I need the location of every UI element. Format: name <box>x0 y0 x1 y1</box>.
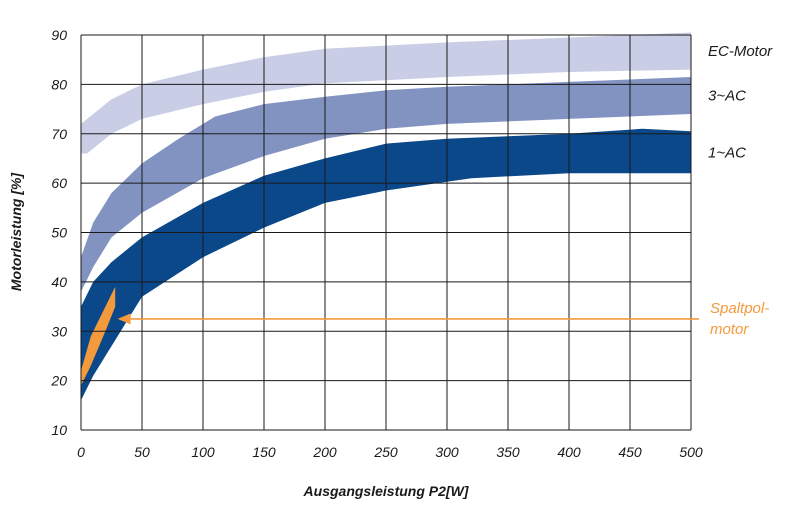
band-1-ac <box>81 128 691 401</box>
grid-lines <box>80 34 692 431</box>
x-tick-label: 200 <box>312 444 337 460</box>
x-tick-label: 450 <box>618 444 642 460</box>
x-tick-label: 500 <box>679 444 703 460</box>
y-tick-label: 70 <box>51 126 67 142</box>
y-tick-label: 90 <box>51 27 67 43</box>
y-axis-title: Motorleistung [%] <box>8 172 24 292</box>
spaltpol-motor-area <box>81 286 116 386</box>
x-tick-label: 150 <box>252 444 276 460</box>
x-tick-label: 50 <box>134 444 150 460</box>
y-axis-ticks: 10 20 30 40 50 60 70 80 90 <box>50 27 67 438</box>
band-labels: EC-Motor 3~AC 1~AC <box>708 43 773 161</box>
x-axis-title: Ausgangsleistung P2[W] <box>303 483 470 499</box>
band-3-ac <box>81 77 691 292</box>
spaltpol-motor-shape <box>81 286 116 386</box>
y-tick-label: 40 <box>51 274 67 290</box>
arrow-head <box>117 313 131 325</box>
x-tick-label: 300 <box>435 444 459 460</box>
x-tick-label: 350 <box>496 444 520 460</box>
y-tick-label: 30 <box>51 323 67 339</box>
efficiency-bands <box>81 32 691 401</box>
band-label-1-ac: 1~AC <box>708 144 746 161</box>
spaltpol-motor-label-line-1: Spaltpol- <box>710 300 769 317</box>
band-ec-motor <box>81 32 691 154</box>
spaltpol-motor-arrow <box>117 313 699 325</box>
x-tick-label: 0 <box>77 444 85 460</box>
y-tick-label: 80 <box>51 76 67 92</box>
spaltpol-motor-label-line-2: motor <box>710 321 749 338</box>
x-axis-ticks: 0 50 100 150 200 250 300 350 400 450 500 <box>77 444 703 460</box>
y-tick-label: 50 <box>51 225 67 241</box>
y-tick-label: 10 <box>51 422 67 438</box>
spaltpol-motor-label: Spaltpol- motor <box>710 300 773 338</box>
x-tick-label: 400 <box>557 444 581 460</box>
y-tick-label: 60 <box>51 175 67 191</box>
x-tick-label: 100 <box>191 444 215 460</box>
x-tick-label: 250 <box>373 444 398 460</box>
y-tick-label: 20 <box>50 373 67 389</box>
band-label-3-ac: 3~AC <box>708 87 746 104</box>
band-label-ec-motor: EC-Motor <box>708 43 773 60</box>
